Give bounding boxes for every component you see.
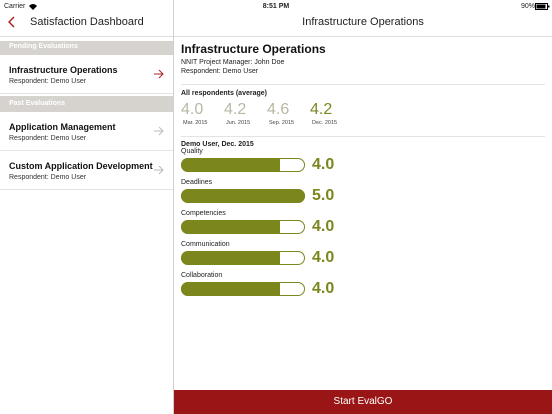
respondent: Respondent: Demo User	[181, 68, 259, 75]
divider	[181, 136, 545, 137]
bar	[181, 220, 281, 234]
sidebar	[0, 0, 174, 414]
ratings-title: Demo User, Dec. 2015	[181, 141, 254, 148]
carrier: Carrier	[4, 3, 26, 10]
bar	[181, 251, 281, 265]
average-date: Mar. 2015	[183, 120, 208, 126]
rating-label: Competencies	[181, 210, 226, 217]
arrow	[154, 165, 164, 175]
rating-label: Quality	[181, 148, 203, 155]
divider	[0, 36, 173, 37]
arrow	[154, 69, 164, 79]
rating-label: Communication	[181, 241, 230, 248]
average-date: Dec. 2015	[312, 120, 338, 126]
arrow	[154, 126, 164, 136]
rating-value: 4.0	[312, 156, 335, 173]
section-title: Pending Evaluations	[9, 43, 78, 50]
sidebar-title: Satisfaction Dashboard	[30, 16, 144, 28]
bar	[181, 282, 281, 296]
rating-value: 4.0	[312, 218, 335, 235]
average-score: 4.2	[224, 101, 247, 118]
bar	[181, 158, 281, 172]
item-subtitle: Respondent: Demo User	[9, 78, 87, 85]
average-score: 4.2	[310, 101, 333, 118]
back-button[interactable]	[8, 16, 16, 28]
divider	[181, 84, 545, 85]
rating-value: 4.0	[312, 280, 335, 297]
rating-label: Deadlines	[181, 179, 213, 186]
rating-value: 4.0	[312, 249, 335, 266]
divider	[174, 36, 552, 37]
item-subtitle: Respondent: Demo User	[9, 135, 87, 142]
list-item[interactable]: Custom Application Development Respondent…	[0, 151, 173, 190]
rating-label: Collaboration	[181, 272, 223, 279]
detail-title: Infrastructure Operations	[181, 42, 326, 56]
average-score: 4.6	[267, 101, 290, 118]
item-title: Infrastructure Operations	[9, 65, 118, 75]
average-date: Sep. 2015	[269, 120, 295, 126]
rating-value: 5.0	[312, 187, 335, 204]
list-item[interactable]: Application Management Respondent: Demo U…	[0, 112, 173, 151]
bar	[181, 189, 305, 203]
battery: 90%	[521, 3, 536, 10]
manager: NNIT Project Manager: John Doe	[181, 59, 285, 66]
battery-icon	[535, 3, 550, 10]
item-title: Application Management	[9, 122, 116, 132]
nav-title: Infrastructure Operations	[302, 16, 424, 28]
item-subtitle: Respondent: Demo User	[9, 174, 87, 181]
start-button[interactable]: Start EvalGO	[174, 390, 552, 414]
item-title: Custom Application Development	[9, 161, 153, 171]
section-title: Past Evaluations	[9, 100, 66, 107]
averages-title: All respondents (average)	[181, 90, 267, 97]
average-score: 4.0	[181, 101, 204, 118]
section-header: Pending Evaluations	[0, 41, 173, 55]
wifi-icon	[29, 4, 37, 10]
average-date: Jun. 2015	[226, 120, 251, 126]
time: 8:51 PM	[262, 3, 290, 10]
section-header: Past Evaluations	[0, 96, 173, 112]
list-item[interactable]: Infrastructure Operations Respondent: Dem…	[0, 55, 173, 94]
